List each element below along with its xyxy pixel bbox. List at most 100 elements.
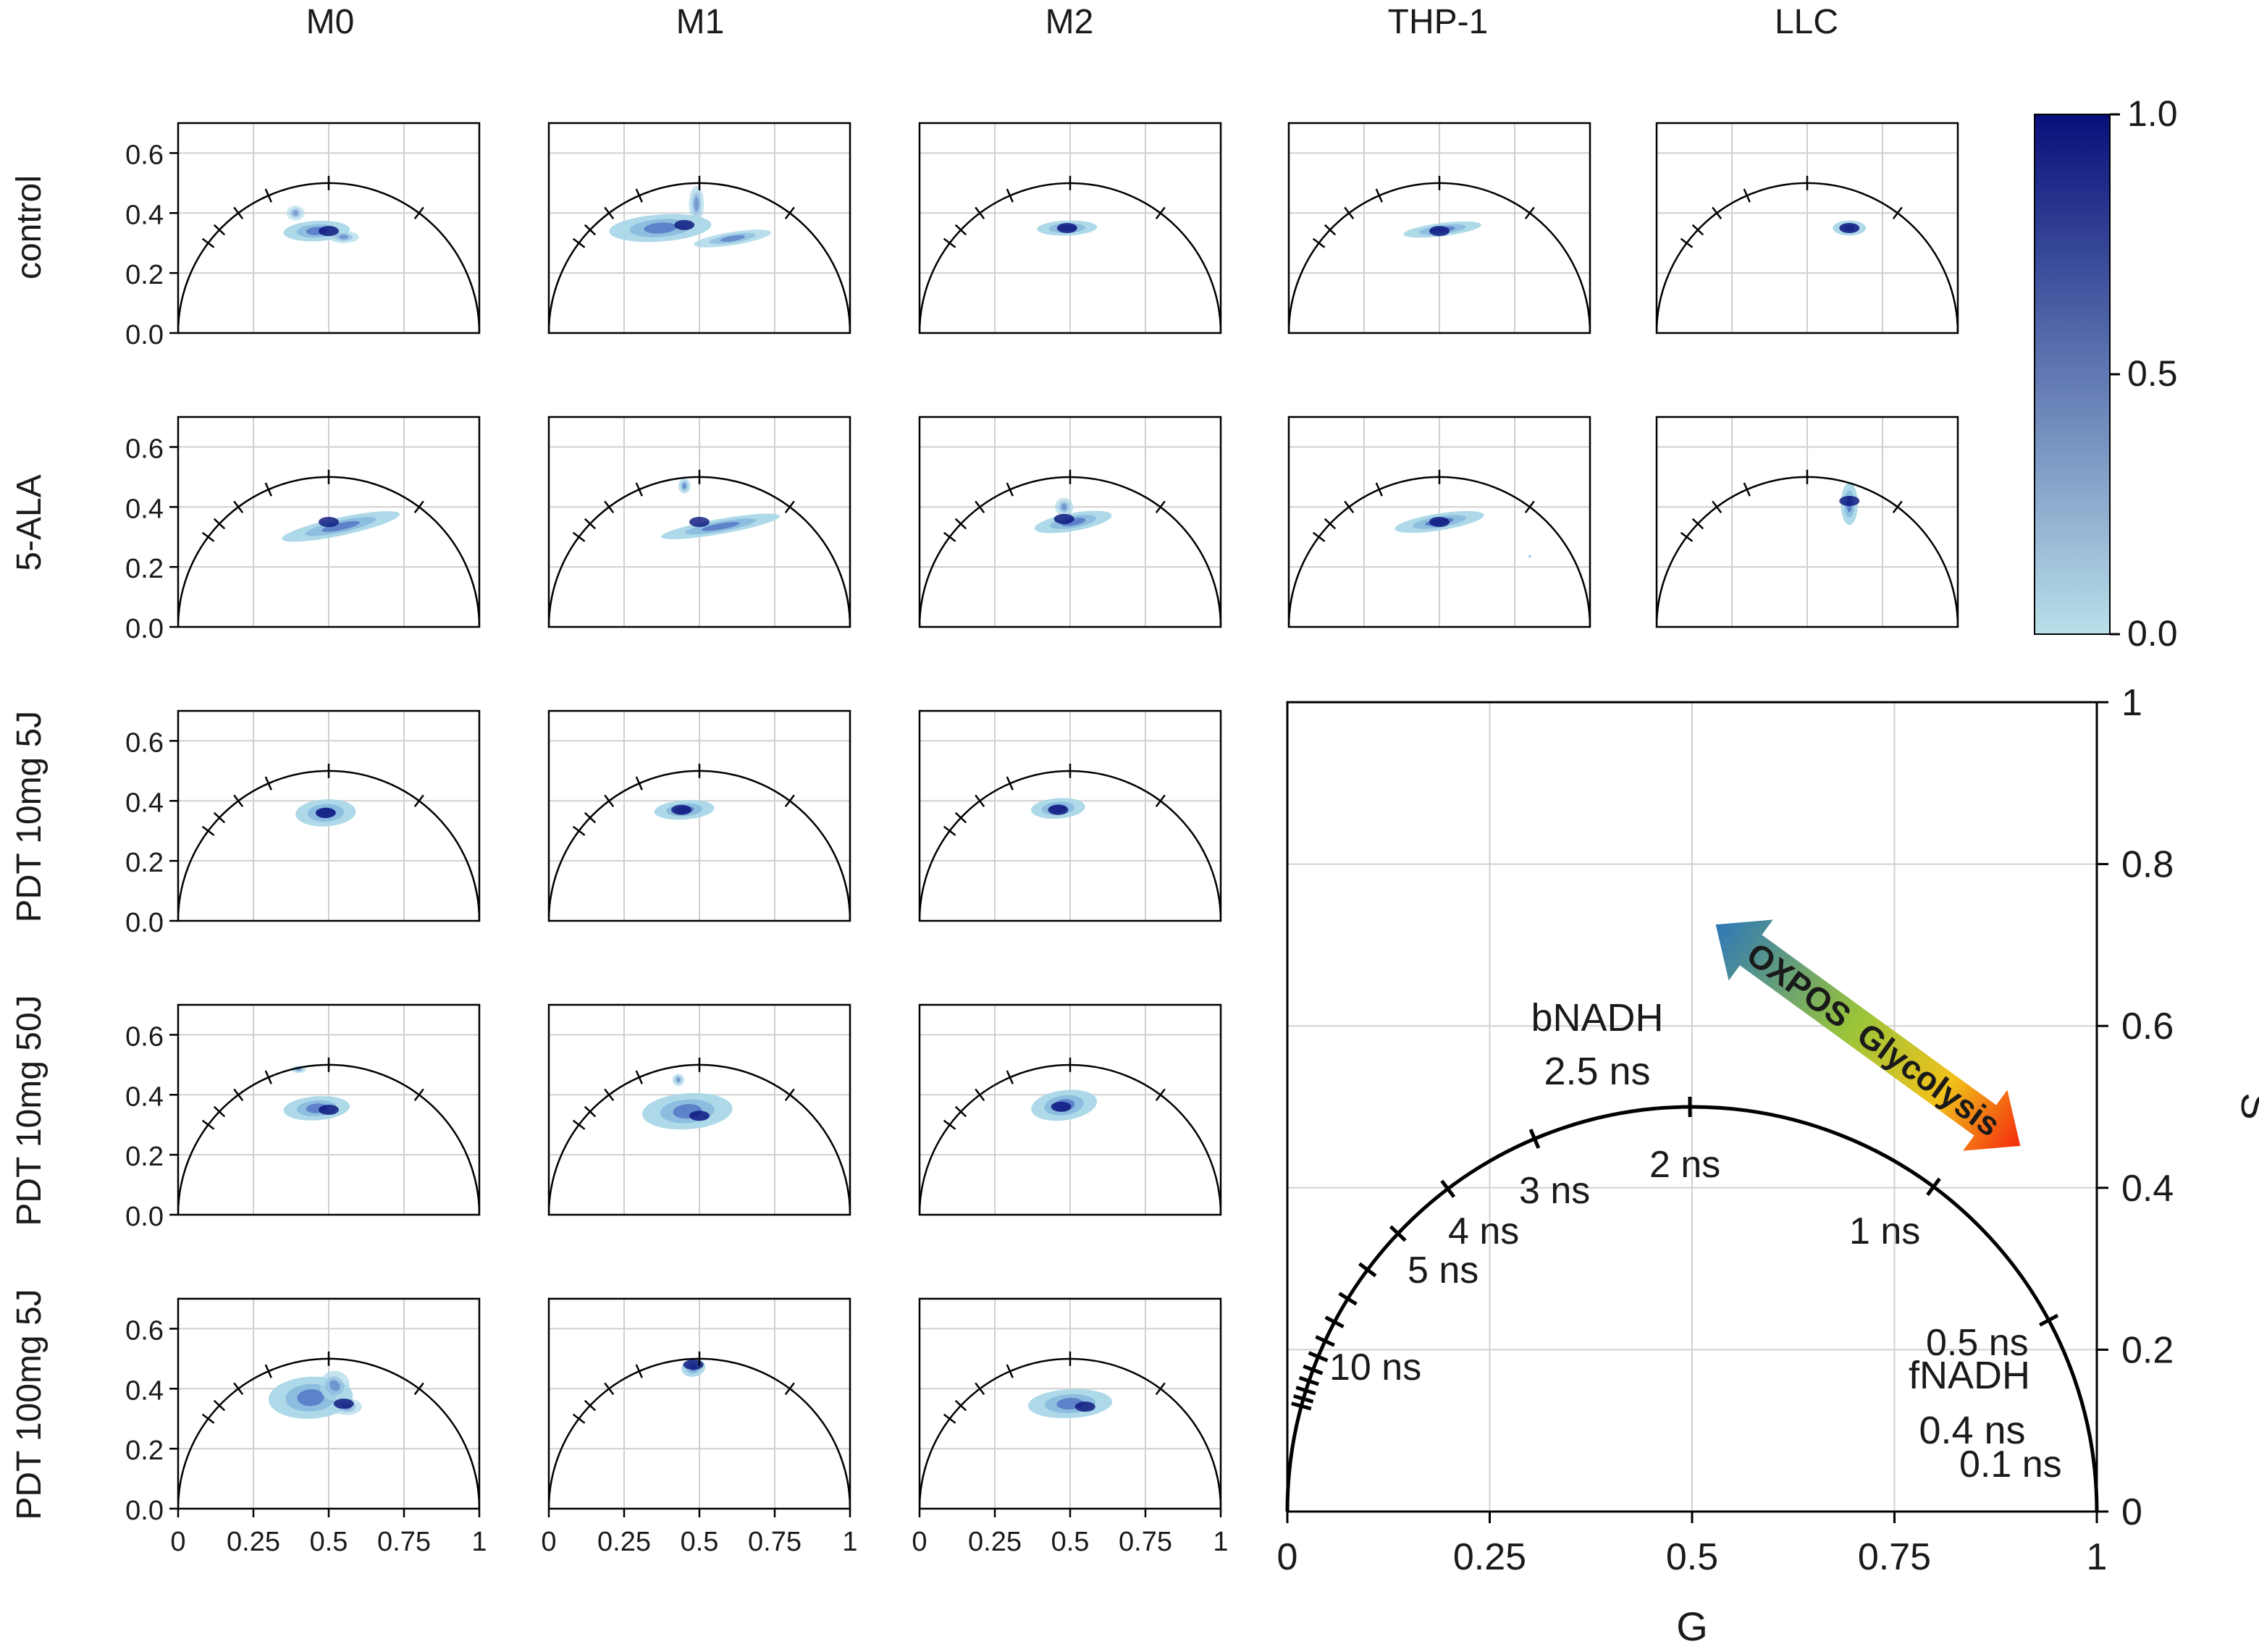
density-level bbox=[339, 235, 349, 240]
lifetime-tick bbox=[1324, 518, 1337, 530]
lifetime-label: 0.5 ns bbox=[1926, 1322, 2029, 1364]
x-tick-label: 0 bbox=[1277, 1536, 1298, 1578]
panel-frame bbox=[547, 1003, 851, 1216]
lifetime-tick bbox=[1892, 500, 1903, 514]
lifetime-tick bbox=[233, 1382, 244, 1396]
y-tick-label: 0.4 bbox=[125, 200, 164, 230]
density-peak bbox=[333, 1399, 354, 1409]
x-tick-label: 0.75 bbox=[1119, 1527, 1172, 1557]
lifetime-tick bbox=[635, 1364, 643, 1378]
column-header: M2 bbox=[1046, 3, 1094, 41]
lifetime-tick bbox=[413, 206, 424, 220]
lifetime-tick bbox=[954, 812, 967, 824]
lifetime-tick bbox=[604, 500, 615, 514]
lifetime-tick bbox=[604, 206, 615, 220]
phasor-panel bbox=[1655, 122, 1959, 334]
x-tick-label: 1 bbox=[1213, 1527, 1228, 1557]
lifetime-tick bbox=[1303, 1364, 1324, 1375]
phasor-panel bbox=[918, 416, 1222, 628]
x-tick-label: 0.25 bbox=[968, 1527, 1022, 1557]
lifetime-tick bbox=[1308, 1351, 1329, 1362]
density-contour bbox=[295, 799, 356, 827]
lifetime-tick bbox=[213, 224, 226, 236]
density-contour bbox=[609, 186, 772, 248]
row-header: control bbox=[10, 175, 49, 279]
lifetime-tick bbox=[1338, 1291, 1358, 1306]
density-contour bbox=[1031, 1090, 1098, 1121]
lifetime-tick bbox=[413, 500, 424, 514]
x-axis-label: G bbox=[1676, 1603, 1708, 1649]
lifetime-tick bbox=[1344, 206, 1355, 220]
column-header: LLC bbox=[1775, 3, 1838, 41]
x-tick-label: 0.25 bbox=[597, 1527, 651, 1557]
lifetime-tick bbox=[1389, 1225, 1407, 1242]
x-tick-label: 0 bbox=[541, 1527, 556, 1557]
lifetime-tick bbox=[1312, 237, 1326, 248]
y-tick-label: 0.8 bbox=[2121, 844, 2174, 886]
lifetime-tick bbox=[1743, 482, 1751, 497]
phasor-panel-grid: 0.00.20.40.60.00.20.40.60.00.20.40.60.00… bbox=[10, 3, 1959, 1557]
lifetime-tick bbox=[954, 224, 967, 236]
lifetime-tick bbox=[975, 1382, 985, 1396]
y-tick-label: 0.2 bbox=[125, 1436, 164, 1466]
lifetime-tick bbox=[1006, 482, 1014, 497]
column-header: THP-1 bbox=[1388, 3, 1489, 41]
panel-frame bbox=[918, 416, 1222, 628]
panel-frame bbox=[918, 1003, 1222, 1216]
lifetime-tick bbox=[213, 1399, 226, 1412]
lifetime-tick bbox=[1743, 188, 1751, 203]
y-tick-label: 0.4 bbox=[125, 494, 164, 524]
density-level bbox=[701, 522, 740, 531]
density-level bbox=[720, 235, 745, 243]
colorbar: 1.0 0.5 0.0 bbox=[2034, 93, 2178, 654]
density-level bbox=[293, 210, 299, 216]
x-tick-label: 0 bbox=[170, 1527, 185, 1557]
bnadh-label: bNADH bbox=[1531, 996, 1663, 1040]
lifetime-tick bbox=[975, 206, 985, 220]
phasor-panel: 0.0 0.2 0.4 0.6 bbox=[125, 122, 481, 350]
y-tick-label: 0.6 bbox=[125, 140, 164, 170]
lifetime-tick bbox=[1440, 1179, 1456, 1198]
lifetime-tick bbox=[584, 1399, 597, 1412]
lifetime-tick bbox=[1006, 188, 1014, 203]
lifetime-tick bbox=[1691, 518, 1704, 530]
y-tick-label: 0.0 bbox=[125, 1202, 164, 1232]
density-peak bbox=[689, 517, 710, 527]
lifetime-tick bbox=[954, 1399, 967, 1412]
lifetime-tick bbox=[1375, 188, 1383, 203]
phasor-panel bbox=[918, 122, 1222, 334]
lifetime-label: 4 ns bbox=[1448, 1210, 1519, 1252]
panel-frame bbox=[547, 709, 851, 922]
lifetime-tick bbox=[1315, 1335, 1335, 1347]
fnadh-label: fNADH bbox=[1909, 1354, 2030, 1397]
lifetime-tick bbox=[1006, 1070, 1014, 1084]
density-level bbox=[1061, 503, 1067, 511]
row-header: PDT 10mg 5J bbox=[10, 711, 49, 923]
density-contour bbox=[1030, 798, 1085, 819]
lifetime-tick bbox=[584, 518, 597, 530]
lifetime-tick bbox=[264, 776, 272, 791]
lifetime-tick bbox=[1155, 794, 1166, 808]
y-tick-label: 0.4 bbox=[125, 788, 164, 818]
phasor-panel bbox=[547, 1003, 851, 1216]
lifetime-tick bbox=[604, 1382, 615, 1396]
lifetime-tick bbox=[1375, 482, 1383, 497]
double-arrow-shape bbox=[1715, 919, 2021, 1151]
density-level bbox=[321, 521, 360, 532]
density-peak bbox=[1074, 1402, 1095, 1412]
density-peak bbox=[674, 219, 695, 230]
density-peak bbox=[319, 226, 339, 237]
density-contour bbox=[268, 1370, 362, 1419]
y-tick-label: 0.4 bbox=[2121, 1168, 2174, 1210]
panel-frame bbox=[177, 122, 481, 334]
x-tick-label: 0.5 bbox=[1666, 1536, 1718, 1578]
lifetime-tick bbox=[213, 1105, 226, 1118]
short-lifetime-label: 0.1 ns bbox=[1959, 1444, 2062, 1485]
phasor-panel bbox=[1287, 122, 1591, 334]
density-peak bbox=[1056, 223, 1077, 233]
density-level bbox=[1528, 555, 1532, 559]
density-contour bbox=[642, 1074, 733, 1130]
density-level bbox=[329, 1380, 340, 1391]
lifetime-tick bbox=[233, 1088, 244, 1102]
